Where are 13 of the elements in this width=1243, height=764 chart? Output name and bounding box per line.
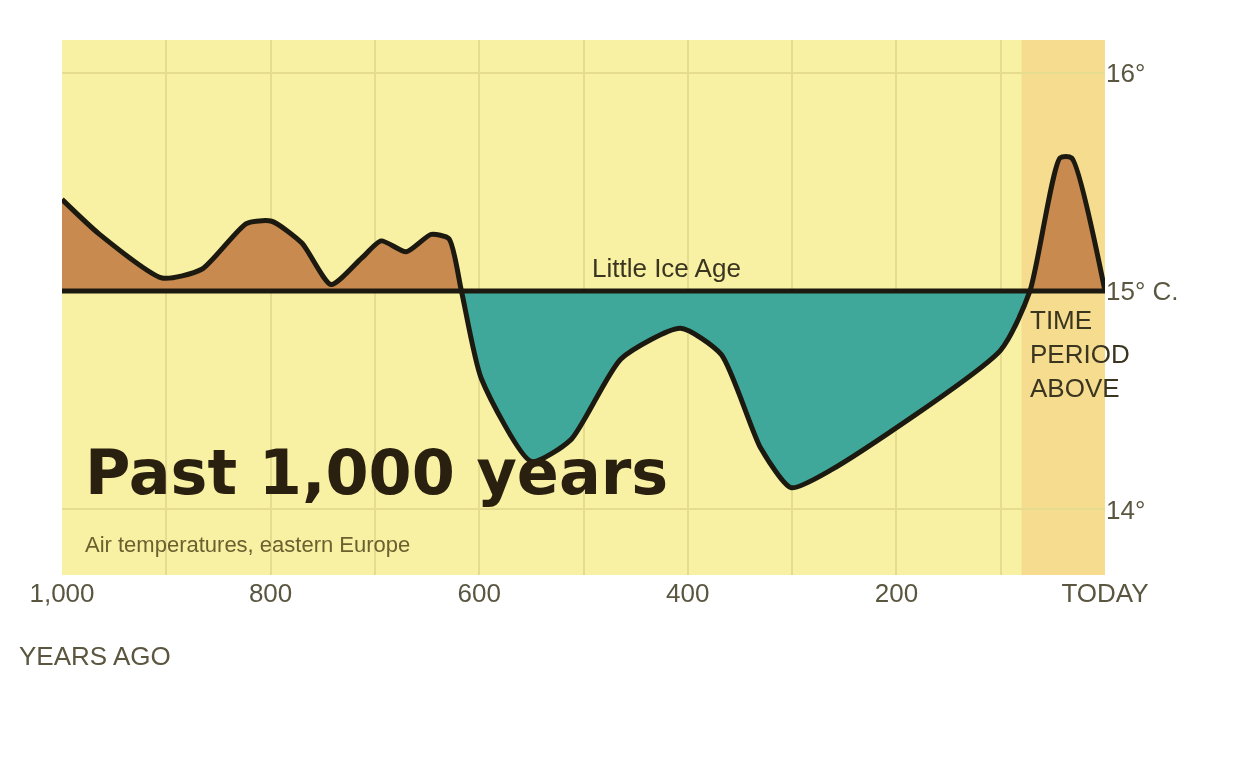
x-tick-label: 600: [457, 578, 501, 608]
x-tick-label: 1,000: [29, 578, 95, 608]
y-tick-label: 14°: [1106, 494, 1146, 525]
x-axis-title: YEARS AGO: [19, 641, 171, 671]
x-tick-label: 200: [874, 578, 919, 608]
text: Past 1,000 years: [85, 436, 669, 509]
annotation: Little Ice Age: [592, 253, 741, 283]
x-tick-label: 400: [666, 578, 710, 608]
x-tick-label: 800: [248, 578, 293, 608]
y-tick-label: 16°: [1106, 57, 1146, 88]
x-tick-label: TODAY: [1061, 578, 1149, 608]
text: Air temperatures, eastern Europe: [85, 532, 411, 557]
y-tick-label: 15° C.: [1106, 276, 1179, 307]
